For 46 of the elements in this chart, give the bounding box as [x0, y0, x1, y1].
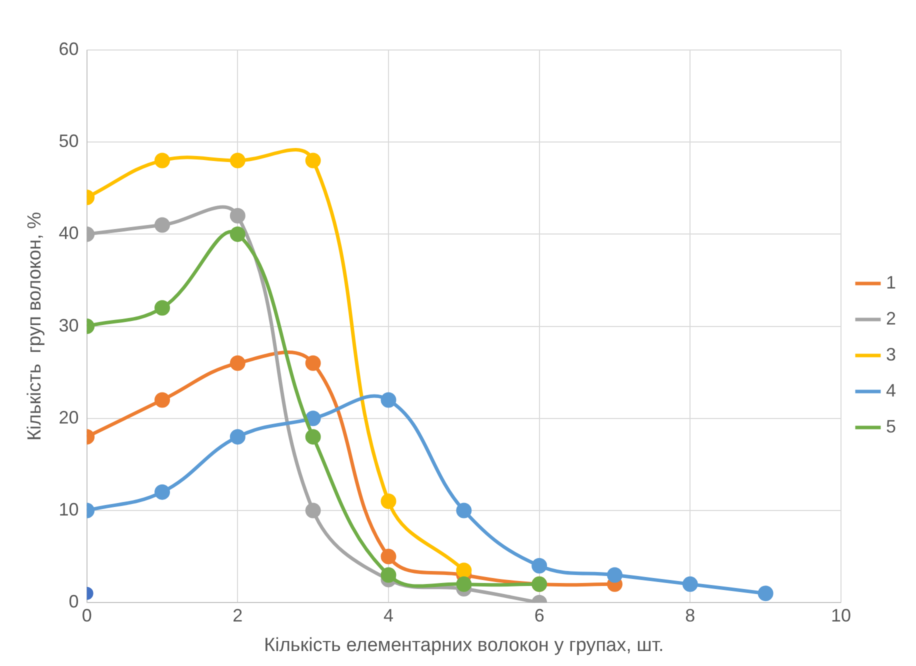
legend-label: 5 [886, 416, 896, 436]
point [154, 300, 170, 316]
point [456, 502, 472, 518]
point [456, 576, 472, 592]
point [230, 429, 246, 445]
legend-label: 3 [886, 344, 896, 364]
point [305, 355, 321, 371]
x-tick-label: 6 [534, 605, 544, 626]
x-tick-label: 10 [830, 605, 852, 626]
point [305, 429, 321, 445]
y-tick-label: 20 [58, 407, 79, 428]
x-tick-label: 0 [82, 605, 92, 626]
point [305, 502, 321, 518]
point [380, 567, 396, 583]
point [154, 392, 170, 408]
point [606, 567, 622, 583]
legend-label: 4 [886, 380, 896, 400]
point [305, 152, 321, 168]
point [154, 484, 170, 500]
x-tick-label: 2 [232, 605, 243, 626]
x-tick-label: 8 [685, 605, 696, 626]
y-axis-title: Кількість груп волокон, % [24, 212, 46, 441]
point [532, 558, 548, 574]
point [380, 548, 396, 564]
point [230, 226, 246, 242]
point [758, 586, 774, 602]
point [230, 152, 246, 168]
point [380, 392, 396, 408]
y-tick-label: 10 [58, 499, 79, 520]
y-tick-label: 30 [58, 315, 79, 336]
point [154, 152, 170, 168]
point [305, 410, 321, 426]
y-tick-label: 40 [58, 223, 79, 244]
y-tick-label: 0 [68, 592, 79, 612]
y-tick-label: 60 [58, 38, 79, 59]
x-tick-label: 4 [383, 605, 394, 626]
point [230, 355, 246, 371]
point [154, 217, 170, 233]
point [682, 576, 698, 592]
point [380, 494, 396, 510]
x-axis-title: Кількість елементарних волокон у групах, шт. [264, 634, 664, 656]
legend-label: 1 [886, 272, 896, 292]
point [456, 562, 472, 578]
y-tick-label: 50 [58, 131, 79, 152]
point [230, 208, 246, 224]
legend-label: 2 [886, 308, 896, 328]
